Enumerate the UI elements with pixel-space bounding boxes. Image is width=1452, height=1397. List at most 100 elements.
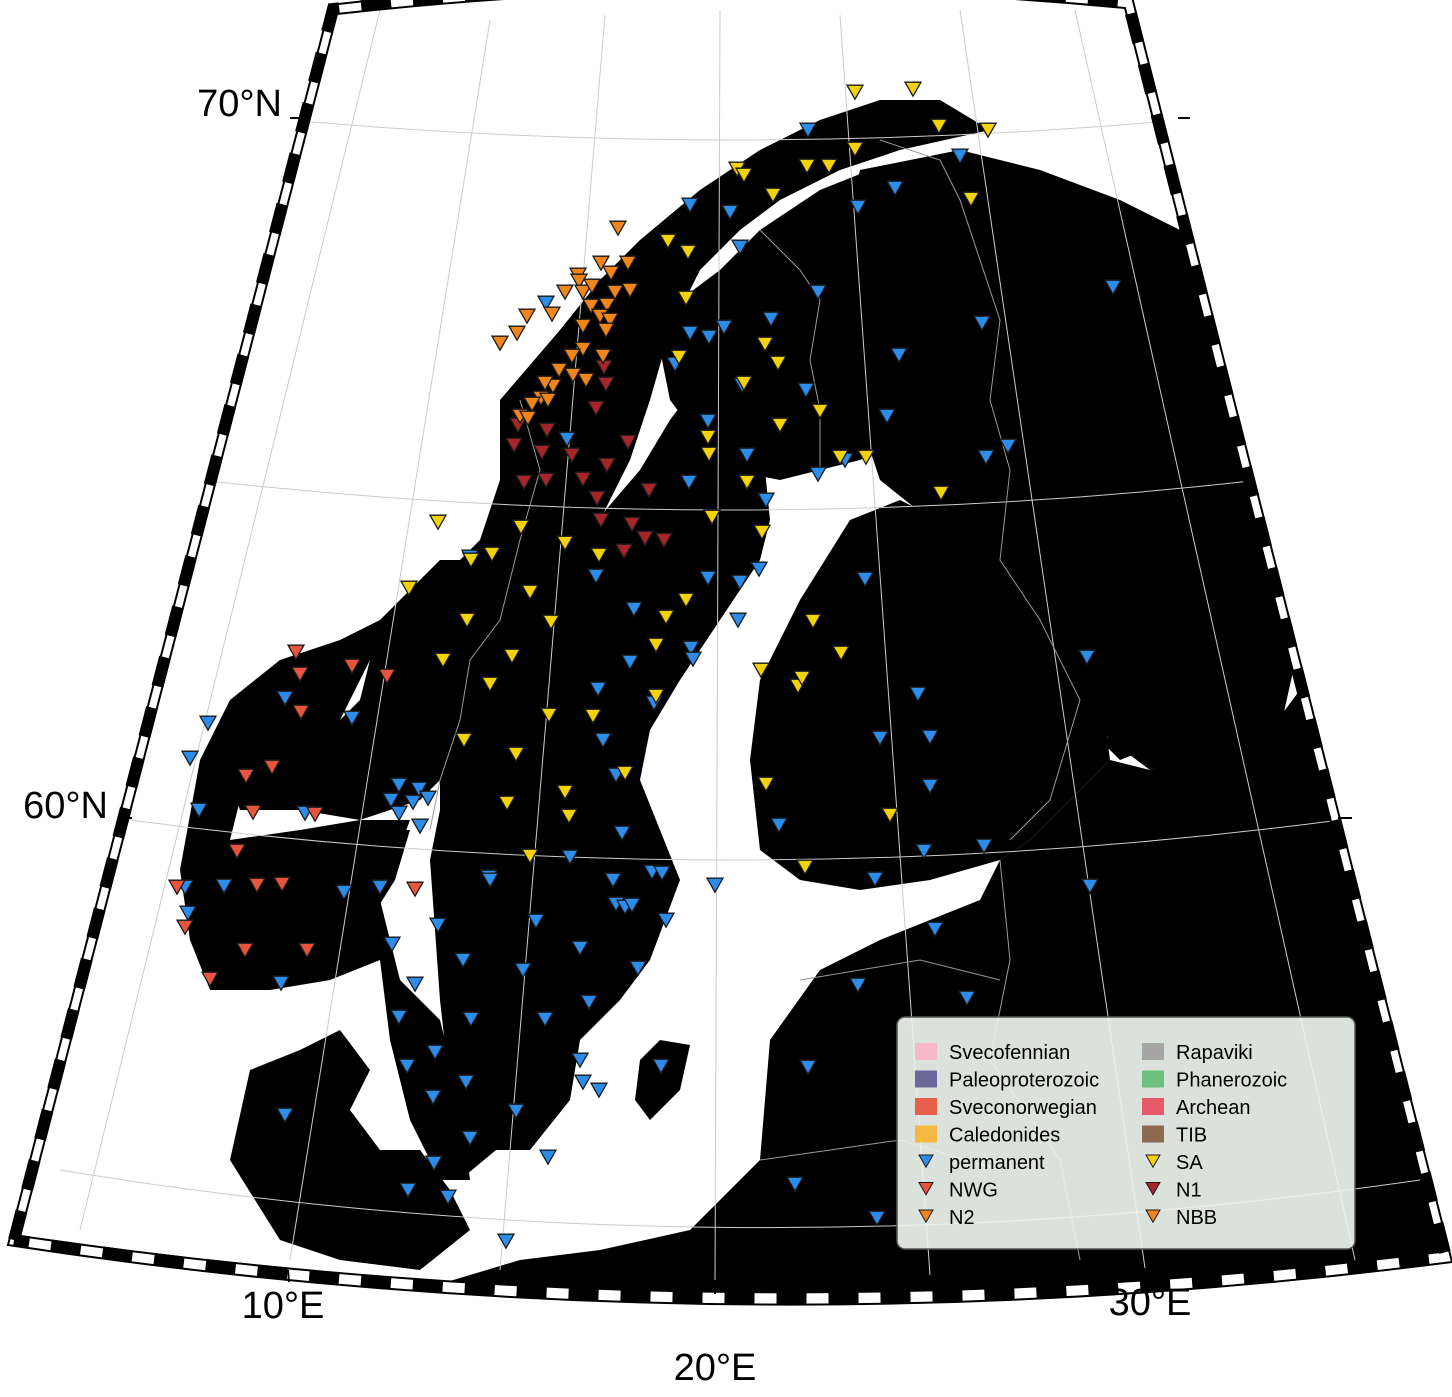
n2-station-marker	[591, 255, 611, 272]
permanent-station-marker	[705, 877, 725, 894]
permanent-station-marker	[870, 730, 890, 747]
legend-patch	[1142, 1043, 1164, 1060]
permanent-station-marker	[389, 1009, 409, 1026]
sa-station-marker	[702, 509, 722, 526]
permanent-station-marker	[756, 492, 776, 509]
n2-station-marker	[549, 362, 569, 379]
n2-station-marker	[535, 375, 555, 392]
permanent-station-marker	[453, 952, 473, 969]
legend-patch	[1142, 1098, 1164, 1115]
map-frame	[6, 0, 1452, 1306]
sa-station-marker	[646, 688, 666, 705]
sa-station-marker	[428, 514, 448, 531]
sa-station-marker	[656, 609, 676, 626]
permanent-station-marker	[381, 792, 401, 809]
sa-station-marker	[734, 375, 754, 392]
sa-station-marker	[763, 187, 783, 204]
sa-station-marker	[699, 446, 719, 463]
permanent-station-marker	[620, 654, 640, 671]
legend-patch	[915, 1070, 937, 1088]
sa-station-marker	[931, 485, 951, 502]
sa-station-marker	[755, 336, 775, 353]
sa-station-marker	[737, 474, 757, 491]
n1-station-marker	[614, 543, 634, 560]
legend-marker	[918, 1209, 934, 1224]
legend-marker	[1145, 1154, 1161, 1169]
permanent-station-marker	[769, 817, 789, 834]
permanent-station-marker	[189, 802, 209, 819]
permanent-station-marker	[410, 818, 430, 835]
nwg-station-marker	[227, 843, 247, 860]
legend-label: NBB	[1176, 1207, 1217, 1229]
n2-station-marker	[600, 312, 620, 329]
permanent-station-marker	[506, 1103, 526, 1120]
n2-station-marker	[563, 367, 583, 384]
nwg-station-marker	[342, 658, 362, 675]
permanent-station-marker	[382, 936, 402, 953]
permanent-station-marker	[275, 1107, 295, 1124]
n2-station-marker	[507, 325, 527, 342]
stations-n1	[504, 359, 674, 560]
legend-marker	[1145, 1182, 1161, 1196]
permanent-station-marker	[865, 871, 885, 888]
permanent-station-marker	[683, 651, 703, 668]
nwg-station-marker	[377, 668, 397, 685]
permanent-station-marker	[889, 347, 909, 364]
permanent-station-marker	[628, 960, 648, 977]
sa-station-marker	[539, 707, 559, 724]
permanent-station-marker	[1077, 649, 1097, 666]
permanent-station-marker	[480, 872, 500, 889]
stations-sa	[399, 81, 998, 876]
permanent-station-marker	[370, 879, 390, 896]
permanent-station-marker	[535, 1011, 555, 1028]
n2-station-marker	[618, 255, 638, 272]
permanent-station-marker	[612, 825, 632, 842]
lon-label-30: 30°E	[1109, 1282, 1192, 1324]
permanent-station-marker	[698, 413, 718, 430]
legend: Svecofennian Rapaviki Paleoproterozoic Phan…	[896, 1016, 1356, 1250]
permanent-station-marker	[681, 640, 701, 657]
n1-station-marker	[536, 472, 556, 489]
permanent-station-marker	[761, 311, 781, 328]
sa-station-marker	[756, 776, 776, 793]
legend-marker	[918, 1182, 934, 1196]
sa-station-marker	[454, 732, 474, 749]
nwg-station-marker	[305, 806, 325, 823]
sa-station-marker	[457, 612, 477, 629]
permanent-station-marker	[808, 466, 828, 483]
permanent-station-marker	[974, 838, 994, 855]
n2-station-marker	[538, 392, 558, 409]
permanent-station-marker	[680, 197, 700, 214]
legend-label: TIB	[1176, 1125, 1207, 1147]
permanent-station-marker	[679, 474, 699, 491]
permanent-station-marker	[456, 1074, 476, 1091]
nwg-station-marker	[297, 942, 317, 959]
permanent-station-marker	[526, 913, 546, 930]
permanent-station-marker	[867, 1210, 887, 1227]
permanent-station-marker	[950, 148, 970, 165]
sa-station-marker	[978, 122, 998, 139]
permanent-station-marker	[557, 431, 577, 448]
sa-station-marker	[497, 795, 517, 812]
permanent-station-marker	[570, 940, 590, 957]
permanent-station-marker	[593, 732, 613, 749]
sa-station-marker	[676, 290, 696, 307]
nwg-station-marker	[290, 666, 310, 683]
n1-station-marker	[654, 532, 674, 549]
legend-label: Caledonides	[949, 1125, 1060, 1147]
permanent-station-marker	[698, 570, 718, 587]
sa-station-marker	[676, 592, 696, 609]
n1-station-marker	[537, 422, 557, 439]
sa-station-marker	[810, 403, 830, 420]
permanent-station-marker	[589, 1082, 609, 1099]
permanent-station-marker	[798, 1059, 818, 1076]
n2-station-marker	[620, 282, 640, 299]
n2-station-marker	[522, 396, 542, 413]
rapakivi-region	[770, 730, 1145, 850]
permanent-station-marker	[680, 325, 700, 342]
permanent-station-marker	[652, 865, 672, 882]
nwg-station-marker	[200, 971, 220, 988]
permanent-station-marker	[198, 715, 218, 732]
sa-station-marker	[880, 807, 900, 824]
n1-station-marker	[597, 457, 617, 474]
